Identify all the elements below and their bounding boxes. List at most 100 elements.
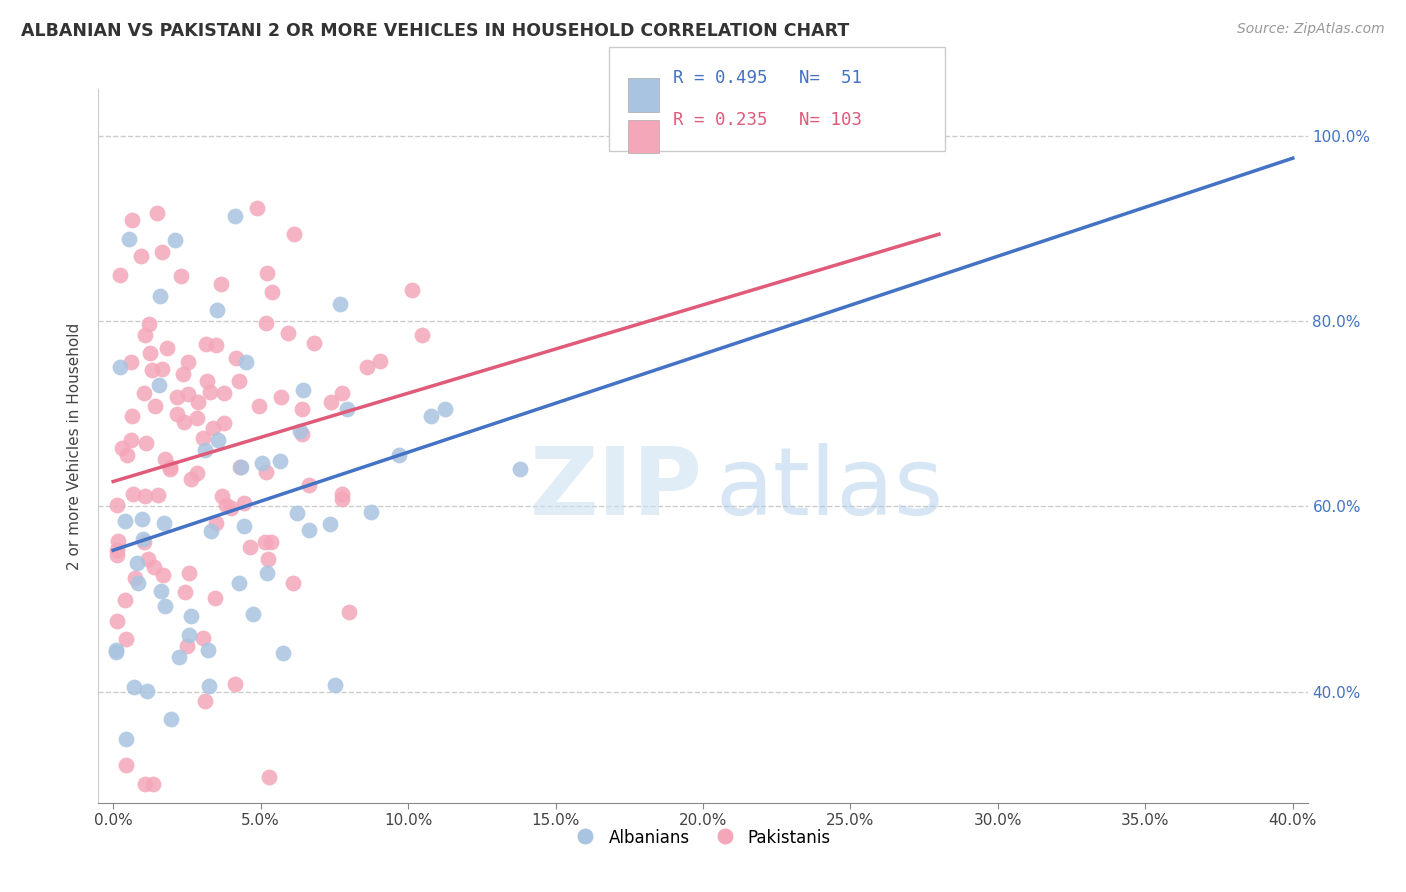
Point	[118, 232, 141, 246]
Point	[215, 498, 238, 512]
Point	[197, 679, 219, 693]
Point	[134, 777, 156, 791]
Point	[174, 585, 197, 599]
Point	[187, 395, 209, 409]
Point	[156, 341, 179, 355]
Point	[228, 374, 250, 388]
Point	[169, 650, 191, 665]
Point	[368, 354, 391, 368]
Point	[122, 486, 145, 500]
Point	[105, 643, 128, 657]
Point	[319, 517, 342, 532]
Point	[105, 498, 128, 512]
Point	[269, 454, 291, 468]
Point	[356, 359, 378, 374]
Point	[283, 227, 305, 241]
Point	[298, 478, 321, 492]
Point	[219, 501, 242, 516]
Point	[177, 566, 200, 580]
Legend: Albanians, Pakistanis: Albanians, Pakistanis	[567, 821, 839, 855]
Point	[170, 269, 193, 284]
Text: R = 0.235   N= 103: R = 0.235 N= 103	[673, 111, 862, 128]
Point	[242, 607, 264, 621]
Point	[149, 584, 172, 599]
Point	[108, 359, 131, 374]
Point	[136, 683, 159, 698]
Point	[204, 591, 226, 606]
Point	[132, 534, 155, 549]
Point	[330, 386, 353, 401]
Point	[228, 575, 250, 590]
Point	[136, 552, 159, 566]
Point	[247, 400, 270, 414]
Point	[229, 460, 252, 475]
Point	[319, 395, 342, 409]
Point	[143, 559, 166, 574]
Point	[114, 731, 136, 746]
Point	[200, 524, 222, 538]
Point	[159, 712, 181, 726]
Text: Source: ZipAtlas.com: Source: ZipAtlas.com	[1237, 22, 1385, 37]
Point	[194, 442, 217, 457]
Point	[111, 441, 134, 455]
Point	[233, 496, 256, 510]
Point	[143, 399, 166, 413]
Point	[332, 492, 354, 507]
Point	[304, 336, 326, 351]
Point	[173, 415, 195, 429]
Point	[110, 268, 132, 282]
Point	[176, 387, 198, 401]
Point	[148, 377, 170, 392]
Point	[114, 514, 136, 528]
Point	[115, 632, 138, 647]
Point	[225, 351, 247, 365]
Point	[186, 410, 208, 425]
Point	[207, 433, 229, 447]
Point	[135, 435, 157, 450]
Point	[194, 694, 217, 708]
Point	[159, 459, 181, 474]
Point	[260, 535, 283, 549]
Point	[288, 424, 311, 438]
Point	[202, 420, 225, 434]
Point	[254, 465, 277, 479]
Point	[177, 628, 200, 642]
Point	[232, 519, 254, 533]
Point	[262, 285, 284, 299]
Point	[270, 390, 292, 404]
Point	[212, 386, 235, 401]
Point	[124, 571, 146, 585]
Point	[193, 631, 215, 645]
Point	[250, 456, 273, 470]
Point	[180, 608, 202, 623]
Point	[107, 533, 129, 548]
Point	[271, 647, 294, 661]
Point	[177, 354, 200, 368]
Point	[337, 605, 360, 619]
Point	[152, 361, 174, 376]
Point	[291, 402, 314, 417]
Point	[142, 777, 165, 791]
Point	[205, 338, 228, 352]
Point	[105, 548, 128, 562]
Point	[148, 488, 170, 502]
Point	[149, 289, 172, 303]
Text: atlas: atlas	[716, 442, 943, 535]
Point	[239, 540, 262, 554]
Point	[105, 543, 128, 558]
Point	[120, 433, 142, 447]
Point	[336, 401, 359, 416]
Point	[186, 466, 208, 480]
Point	[330, 487, 353, 501]
Point	[194, 337, 217, 351]
Point	[139, 346, 162, 360]
Point	[285, 506, 308, 520]
Point	[180, 472, 202, 486]
Point	[291, 383, 314, 397]
Point	[166, 390, 188, 404]
Point	[131, 532, 153, 546]
Point	[150, 244, 173, 259]
Point	[114, 593, 136, 607]
Point	[153, 452, 176, 467]
Text: R = 0.495   N=  51: R = 0.495 N= 51	[673, 70, 862, 87]
